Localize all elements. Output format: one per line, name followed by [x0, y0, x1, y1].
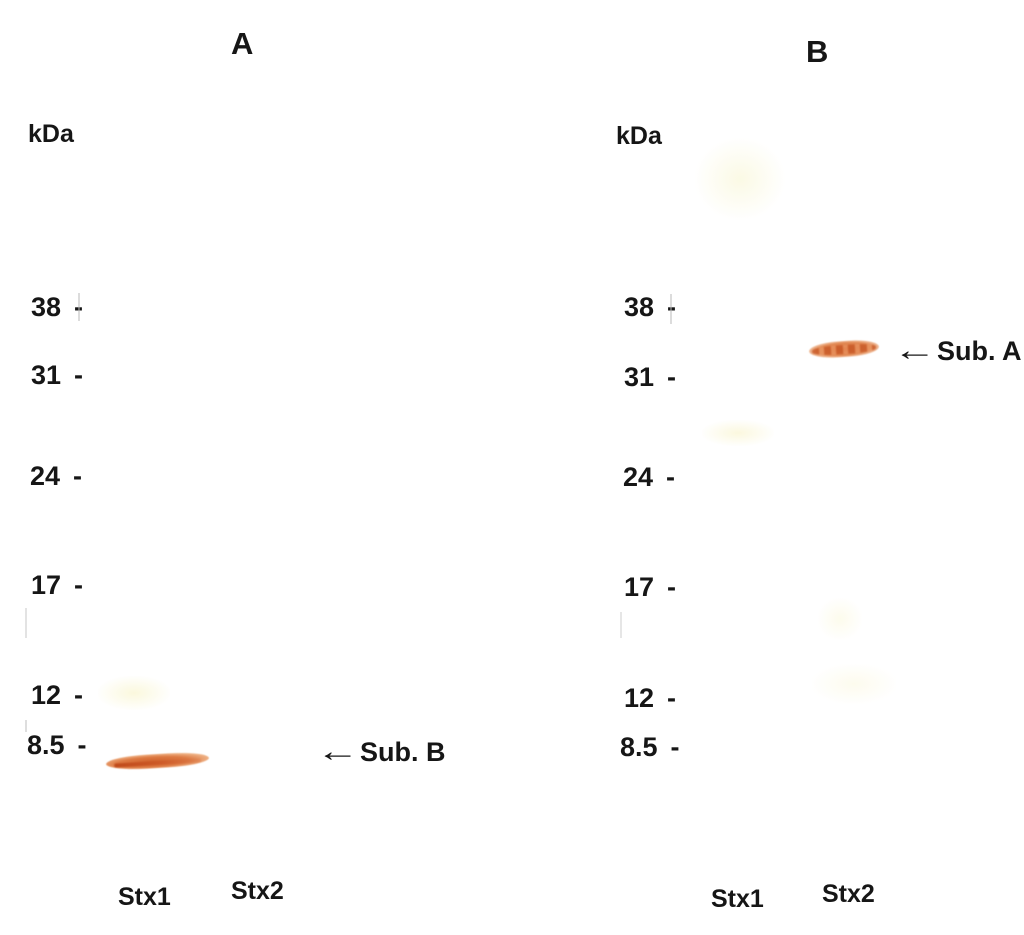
- faint-tick-line: [25, 608, 27, 638]
- panel-b-marker-38: 38 -: [624, 292, 676, 322]
- panel-b-kda-label: kDa: [616, 122, 662, 150]
- left-arrow-icon: ←: [316, 735, 360, 768]
- panel-b-marker-12: 12 -: [624, 683, 676, 713]
- marker-tick: -: [73, 461, 83, 491]
- panel-a-lane-stx1: Stx1: [118, 883, 171, 911]
- panel-a-marker-24: 24 -: [30, 461, 82, 491]
- marker-label: 24: [30, 461, 61, 491]
- panel-a-marker-12: 12 -: [31, 680, 83, 710]
- marker-tick: -: [667, 292, 677, 322]
- panel-a-kda-label: kDa: [28, 120, 74, 148]
- marker-label: 17: [624, 572, 655, 602]
- marker-label: 8.5: [27, 730, 65, 760]
- marker-tick: -: [666, 462, 676, 492]
- panel-b-marker-8-5: 8.5 -: [620, 732, 680, 762]
- faint-smudge: [702, 420, 774, 446]
- faint-smudge: [812, 664, 896, 704]
- panel-b-lane-stx2: Stx2: [822, 880, 875, 908]
- marker-tick: -: [667, 572, 677, 602]
- band-annotation-label: Sub. A: [937, 335, 1022, 366]
- panel-b-marker-17: 17 -: [624, 572, 676, 602]
- protein-band-sub-a: [808, 338, 880, 360]
- marker-label: 12: [624, 683, 655, 713]
- faint-smudge: [818, 598, 862, 640]
- marker-label: 31: [624, 362, 655, 392]
- panel-a-marker-31: 31 -: [31, 360, 83, 390]
- panel-b-title: B: [806, 34, 830, 69]
- panel-b-marker-31: 31 -: [624, 362, 676, 392]
- panel-a: A kDa 38 - 31 - 24 - 17 - 12 - 8.5 - ←: [0, 0, 512, 935]
- marker-label: 31: [31, 360, 62, 390]
- marker-label: 38: [624, 292, 655, 322]
- panel-a-marker-8-5: 8.5 -: [27, 730, 87, 760]
- left-arrow-icon: ←: [893, 334, 937, 367]
- marker-tick: -: [670, 732, 680, 762]
- marker-tick: -: [667, 362, 677, 392]
- marker-label: 12: [31, 680, 62, 710]
- panel-b-band-annotation: ← Sub. A: [893, 334, 1022, 368]
- marker-tick: -: [667, 683, 677, 713]
- marker-tick: -: [77, 730, 87, 760]
- marker-label: 8.5: [620, 732, 658, 762]
- panel-a-marker-38: 38 -: [31, 292, 83, 322]
- marker-tick: -: [74, 680, 84, 710]
- panel-a-title: A: [231, 26, 255, 61]
- band-annotation-label: Sub. B: [360, 736, 446, 767]
- marker-tick: -: [74, 292, 84, 322]
- marker-label: 24: [623, 462, 654, 492]
- panel-a-band-annotation: ← Sub. B: [316, 735, 446, 769]
- marker-tick: -: [74, 360, 84, 390]
- panel-a-lane-stx2: Stx2: [231, 877, 284, 905]
- marker-label: 38: [31, 292, 62, 322]
- faint-tick-line: [620, 612, 622, 638]
- panel-a-marker-17: 17 -: [31, 570, 83, 600]
- faint-smudge: [98, 676, 170, 710]
- panel-b: B kDa 38 - 31 - 24 - 17 - 12 - 8.5 - ←: [512, 0, 1024, 935]
- marker-tick: -: [74, 570, 84, 600]
- faint-smudge: [695, 138, 785, 220]
- panel-b-marker-24: 24 -: [623, 462, 675, 492]
- panel-b-lane-stx1: Stx1: [711, 885, 764, 913]
- protein-band-sub-b: [105, 750, 210, 772]
- marker-label: 17: [31, 570, 62, 600]
